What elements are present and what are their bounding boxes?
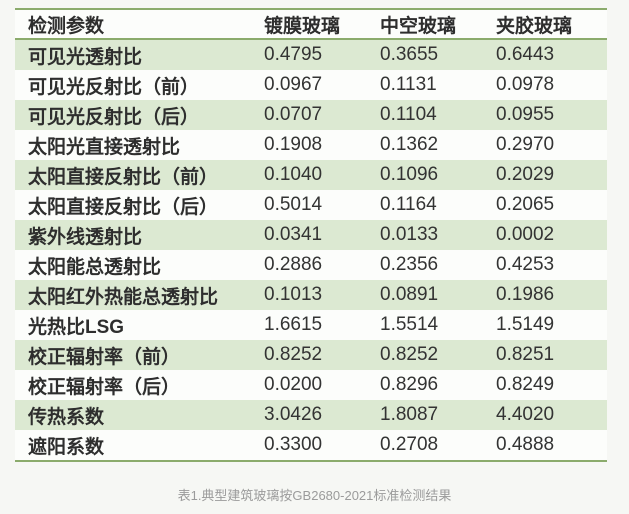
value-cell: 0.5014 bbox=[264, 194, 323, 215]
value-cell: 0.4888 bbox=[496, 434, 555, 455]
param-cell: 光热比LSG bbox=[28, 316, 125, 338]
value-cell: 0.1362 bbox=[380, 134, 439, 155]
column-header-coated-glass: 镀膜玻璃 bbox=[264, 15, 341, 37]
param-cell: 太阳直接反射比（后） bbox=[28, 196, 219, 218]
param-cell: 传热系数 bbox=[28, 406, 105, 428]
value-cell: 0.1096 bbox=[380, 164, 439, 185]
value-cell: 1.6615 bbox=[264, 314, 323, 335]
value-cell: 0.0955 bbox=[496, 104, 555, 125]
table-row: 传热系数 3.0426 1.8087 4.4020 bbox=[15, 400, 607, 430]
value-cell: 1.5514 bbox=[380, 314, 439, 335]
value-cell: 0.2356 bbox=[380, 254, 439, 275]
value-cell: 4.4020 bbox=[496, 404, 555, 425]
value-cell: 0.0341 bbox=[264, 224, 323, 245]
value-cell: 0.0978 bbox=[496, 74, 555, 95]
value-cell: 0.1131 bbox=[380, 74, 437, 95]
table-row: 太阳红外热能总透射比 0.1013 0.0891 0.1986 bbox=[15, 280, 607, 310]
param-cell: 遮阳系数 bbox=[28, 436, 105, 458]
param-cell: 校正辐射率（后） bbox=[28, 376, 181, 398]
value-cell: 0.0707 bbox=[264, 104, 323, 125]
table-row: 遮阳系数 0.3300 0.2708 0.4888 bbox=[15, 430, 607, 460]
table-row: 太阳直接反射比（前） 0.1040 0.1096 0.2029 bbox=[15, 160, 607, 190]
value-cell: 0.8252 bbox=[264, 344, 323, 365]
value-cell: 0.8249 bbox=[496, 374, 555, 395]
value-cell: 0.0200 bbox=[264, 374, 323, 395]
param-cell: 紫外线透射比 bbox=[28, 226, 143, 248]
value-cell: 0.3300 bbox=[264, 434, 323, 455]
value-cell: 1.5149 bbox=[496, 314, 555, 335]
table-row: 太阳光直接透射比 0.1908 0.1362 0.2970 bbox=[15, 130, 607, 160]
param-cell: 太阳直接反射比（前） bbox=[28, 166, 219, 188]
param-cell: 太阳光直接透射比 bbox=[28, 136, 181, 158]
value-cell: 0.2029 bbox=[496, 164, 555, 185]
value-cell: 0.8252 bbox=[380, 344, 439, 365]
value-cell: 0.8251 bbox=[496, 344, 555, 365]
value-cell: 0.0891 bbox=[380, 284, 439, 305]
value-cell: 0.2886 bbox=[264, 254, 323, 275]
table-row: 校正辐射率（后） 0.0200 0.8296 0.8249 bbox=[15, 370, 607, 400]
value-cell: 0.0002 bbox=[496, 224, 555, 245]
param-cell: 可见光反射比（后） bbox=[28, 106, 200, 128]
table-header-row: 检测参数 镀膜玻璃 中空玻璃 夹胶玻璃 bbox=[15, 10, 607, 40]
value-cell: 0.0967 bbox=[264, 74, 323, 95]
param-cell: 可见光透射比 bbox=[28, 46, 143, 68]
table-body: 可见光透射比 0.4795 0.3655 0.6443 可见光反射比（前） 0.… bbox=[15, 40, 607, 460]
table-row: 光热比LSG 1.6615 1.5514 1.5149 bbox=[15, 310, 607, 340]
value-cell: 1.8087 bbox=[380, 404, 439, 425]
table-row: 紫外线透射比 0.0341 0.0133 0.0002 bbox=[15, 220, 607, 250]
value-cell: 0.6443 bbox=[496, 44, 555, 65]
value-cell: 0.2970 bbox=[496, 134, 555, 155]
value-cell: 0.0133 bbox=[380, 224, 439, 245]
column-header-laminated-glass: 夹胶玻璃 bbox=[496, 15, 573, 37]
value-cell: 0.1104 bbox=[380, 104, 437, 125]
value-cell: 3.0426 bbox=[264, 404, 323, 425]
value-cell: 0.1908 bbox=[264, 134, 323, 155]
param-cell: 可见光反射比（前） bbox=[28, 76, 200, 98]
value-cell: 0.1164 bbox=[380, 194, 437, 215]
value-cell: 0.4253 bbox=[496, 254, 555, 275]
table-row: 校正辐射率（前） 0.8252 0.8252 0.8251 bbox=[15, 340, 607, 370]
table-caption: 表1.典型建筑玻璃按GB2680-2021标准检测结果 bbox=[177, 488, 452, 503]
table-row: 可见光透射比 0.4795 0.3655 0.6443 bbox=[15, 40, 607, 70]
table-row: 太阳直接反射比（后） 0.5014 0.1164 0.2065 bbox=[15, 190, 607, 220]
value-cell: 0.4795 bbox=[264, 44, 323, 65]
param-cell: 太阳红外热能总透射比 bbox=[28, 286, 219, 308]
column-header-param: 检测参数 bbox=[28, 15, 105, 37]
glass-test-results-table: 检测参数 镀膜玻璃 中空玻璃 夹胶玻璃 可见光透射比 0.4795 0.3655… bbox=[15, 8, 607, 462]
value-cell: 0.2065 bbox=[496, 194, 555, 215]
value-cell: 0.8296 bbox=[380, 374, 439, 395]
table-row: 太阳能总透射比 0.2886 0.2356 0.4253 bbox=[15, 250, 607, 280]
table-row: 可见光反射比（前） 0.0967 0.1131 0.0978 bbox=[15, 70, 607, 100]
value-cell: 0.1040 bbox=[264, 164, 323, 185]
value-cell: 0.1013 bbox=[264, 284, 323, 305]
value-cell: 0.1986 bbox=[496, 284, 555, 305]
value-cell: 0.3655 bbox=[380, 44, 439, 65]
column-header-insulated-glass: 中空玻璃 bbox=[380, 15, 457, 37]
param-cell: 校正辐射率（前） bbox=[28, 346, 181, 368]
value-cell: 0.2708 bbox=[380, 434, 439, 455]
param-cell: 太阳能总透射比 bbox=[28, 256, 162, 278]
table-row: 可见光反射比（后） 0.0707 0.1104 0.0955 bbox=[15, 100, 607, 130]
